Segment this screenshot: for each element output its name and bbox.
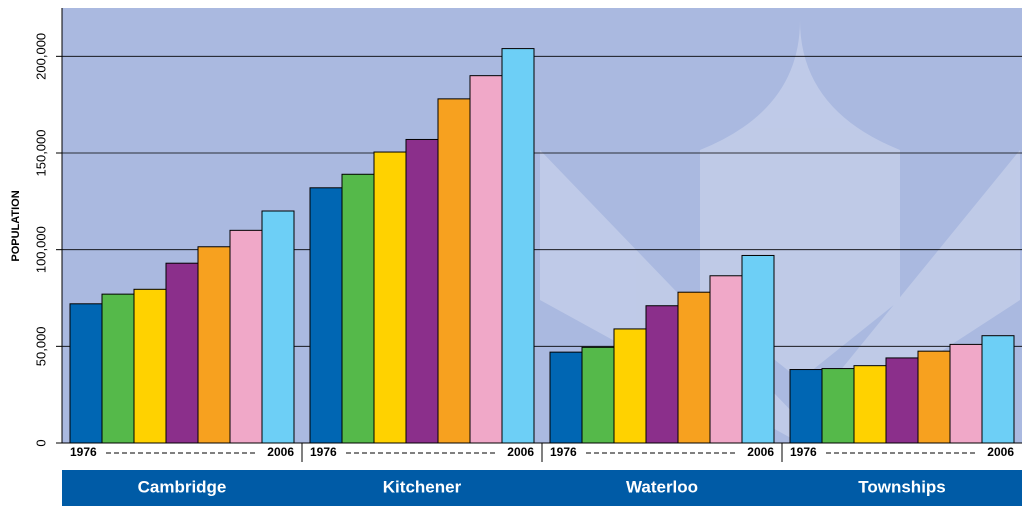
- y-tick-label: 0: [33, 439, 48, 446]
- bar: [198, 247, 230, 443]
- bar: [166, 263, 198, 443]
- period-end-label: 2006: [747, 445, 774, 459]
- bar: [710, 276, 742, 443]
- bar: [822, 369, 854, 443]
- bar: [438, 99, 470, 443]
- bar: [230, 230, 262, 443]
- period-start-label: 1976: [70, 445, 97, 459]
- bar: [374, 152, 406, 443]
- period-start-label: 1976: [310, 445, 337, 459]
- bar: [70, 304, 102, 443]
- bar: [550, 352, 582, 443]
- period-start-label: 1976: [790, 445, 817, 459]
- bar: [470, 76, 502, 443]
- y-axis-label: POPULATION: [10, 190, 22, 261]
- category-label: Townships: [858, 477, 946, 496]
- bar: [502, 49, 534, 443]
- bar: [614, 329, 646, 443]
- y-tick-label: 200,000: [33, 33, 48, 80]
- category-label: Waterloo: [626, 477, 698, 496]
- y-tick-label: 50,000: [33, 326, 48, 366]
- bar: [262, 211, 294, 443]
- category-label: Kitchener: [383, 477, 462, 496]
- bar: [406, 139, 438, 443]
- period-start-label: 1976: [550, 445, 577, 459]
- chart: POPULATION 0 50,000 100,000 150,000 200,000 1…: [0, 0, 1027, 506]
- page: POPULATION 0 50,000 100,000 150,000 200,000 1…: [0, 0, 1027, 506]
- bar: [742, 255, 774, 443]
- period-end-label: 2006: [987, 445, 1014, 459]
- y-tick-label: 100,000: [33, 226, 48, 273]
- bar: [134, 289, 166, 443]
- bar: [950, 344, 982, 443]
- bar: [886, 358, 918, 443]
- bar: [854, 366, 886, 443]
- bar: [982, 336, 1014, 443]
- bar: [102, 294, 134, 443]
- bar: [310, 188, 342, 443]
- period-end-label: 2006: [267, 445, 294, 459]
- bar: [790, 370, 822, 443]
- period-end-label: 2006: [507, 445, 534, 459]
- bar: [678, 292, 710, 443]
- bar: [918, 351, 950, 443]
- y-tick-label: 150,000: [33, 130, 48, 177]
- bar: [342, 174, 374, 443]
- bar: [646, 306, 678, 443]
- bar: [582, 347, 614, 443]
- category-label: Cambridge: [138, 477, 227, 496]
